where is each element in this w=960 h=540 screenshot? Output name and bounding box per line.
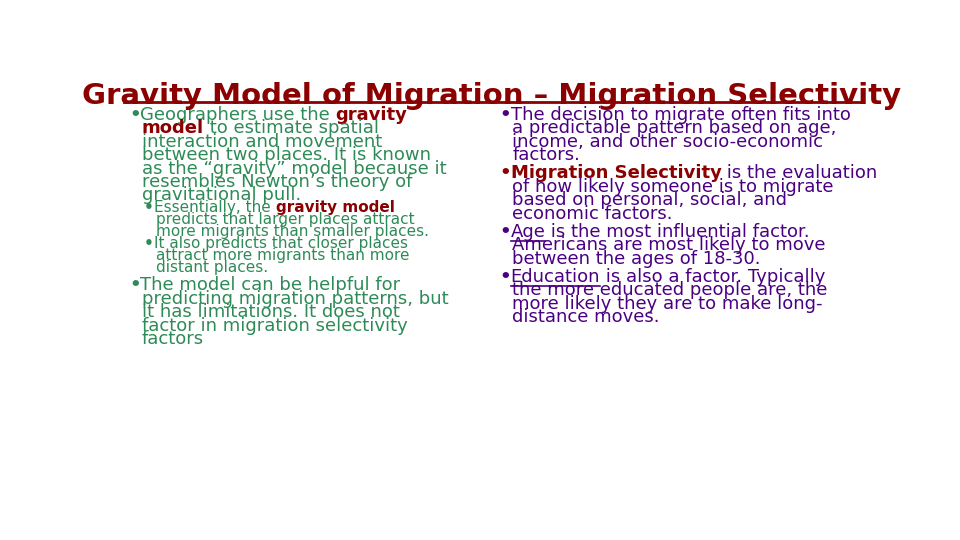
Text: resembles Newton’s theory of: resembles Newton’s theory of — [142, 173, 412, 191]
Text: based on personal, social, and: based on personal, social, and — [512, 191, 787, 209]
Text: It also predicts that closer places: It also predicts that closer places — [155, 236, 408, 251]
Text: of how likely someone is to migrate: of how likely someone is to migrate — [512, 178, 833, 195]
Text: predicts that larger places attract: predicts that larger places attract — [156, 212, 415, 227]
Text: •: • — [500, 222, 512, 241]
Text: more migrants than smaller places.: more migrants than smaller places. — [156, 224, 429, 239]
Text: is also a factor. Typically: is also a factor. Typically — [600, 268, 826, 286]
Text: distance moves.: distance moves. — [512, 308, 660, 326]
Text: Americans are most likely to move: Americans are most likely to move — [512, 236, 826, 254]
Text: Age: Age — [511, 222, 545, 241]
Text: factors: factors — [142, 330, 204, 348]
Text: the more educated people are, the: the more educated people are, the — [512, 281, 828, 299]
Text: •: • — [500, 106, 512, 124]
Text: as the “gravity” model because it: as the “gravity” model because it — [142, 159, 446, 178]
Text: a predictable pattern based on age,: a predictable pattern based on age, — [512, 119, 836, 137]
Text: •: • — [130, 276, 141, 294]
Text: attract more migrants than more: attract more migrants than more — [156, 248, 409, 262]
Text: factor in migration selectivity: factor in migration selectivity — [142, 316, 407, 335]
Text: Geographers use the: Geographers use the — [140, 106, 336, 124]
Text: •: • — [500, 164, 512, 182]
Text: •: • — [143, 200, 154, 215]
Text: Essentially, the: Essentially, the — [155, 200, 276, 215]
Text: model: model — [142, 119, 204, 137]
Text: between two places. It is known: between two places. It is known — [142, 146, 431, 164]
Text: is the evaluation: is the evaluation — [722, 164, 877, 182]
Text: distant places.: distant places. — [156, 260, 268, 275]
Text: •: • — [130, 106, 141, 124]
Text: Education: Education — [511, 268, 600, 286]
Text: interaction and movement: interaction and movement — [142, 132, 382, 151]
Text: between the ages of 18-30.: between the ages of 18-30. — [512, 249, 760, 268]
Text: factors.: factors. — [512, 146, 580, 164]
Text: it has limitations. It does not: it has limitations. It does not — [142, 303, 399, 321]
Text: The model can be helpful for: The model can be helpful for — [140, 276, 400, 294]
Text: Gravity Model of Migration – Migration Selectivity: Gravity Model of Migration – Migration S… — [83, 82, 901, 110]
Text: •: • — [143, 236, 154, 251]
Text: Migration Selectivity: Migration Selectivity — [511, 164, 722, 182]
Text: income, and other socio-economic: income, and other socio-economic — [512, 132, 823, 151]
Text: gravitational pull.: gravitational pull. — [142, 186, 300, 205]
Text: The decision to migrate often fits into: The decision to migrate often fits into — [511, 106, 851, 124]
Text: more likely they are to make long-: more likely they are to make long- — [512, 295, 823, 313]
Text: gravity model: gravity model — [276, 200, 395, 215]
Text: is the most influential factor.: is the most influential factor. — [545, 222, 810, 241]
Text: predicting migration patterns, but: predicting migration patterns, but — [142, 289, 448, 308]
Text: economic factors.: economic factors. — [512, 205, 673, 222]
Text: •: • — [500, 268, 512, 286]
Text: gravity: gravity — [336, 106, 408, 124]
Text: to estimate spatial: to estimate spatial — [204, 119, 379, 137]
